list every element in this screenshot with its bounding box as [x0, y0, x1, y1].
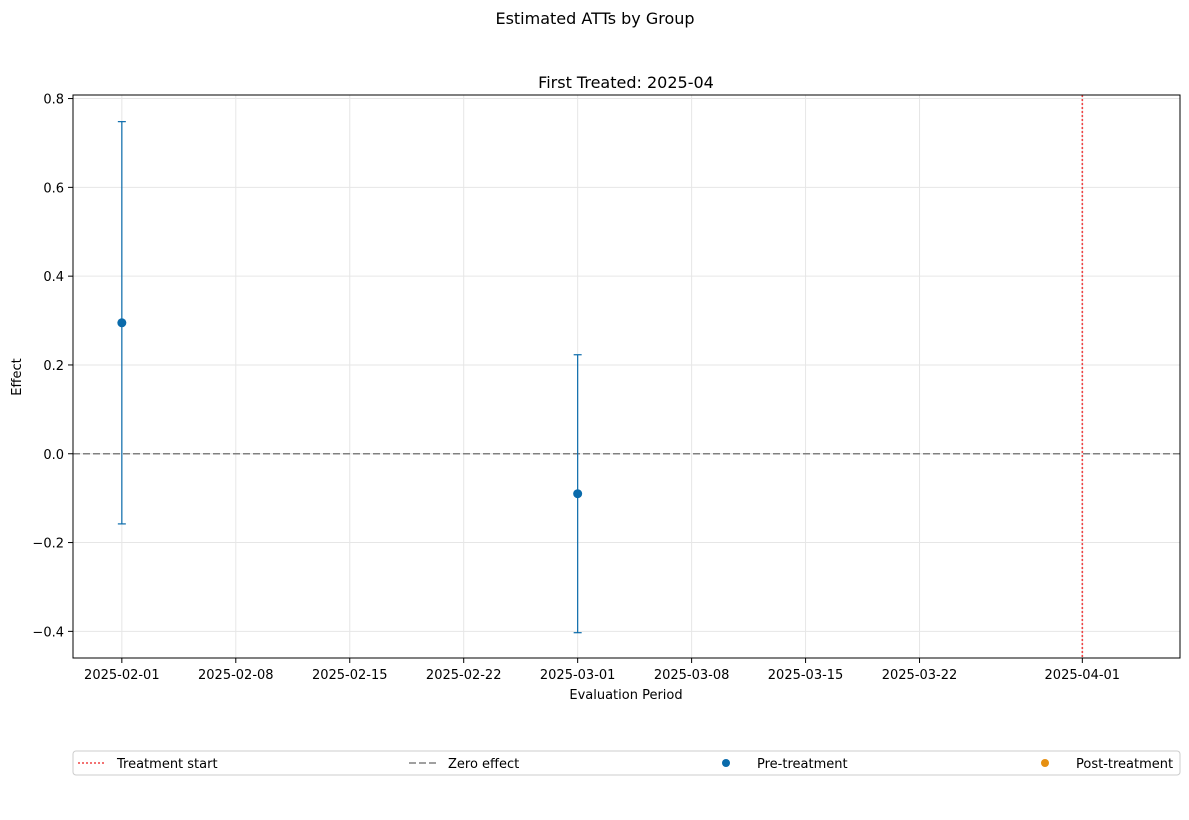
- chart-title: First Treated: 2025-04: [538, 73, 714, 92]
- y-tick-label: 0.2: [43, 359, 64, 374]
- reference-lines: [73, 95, 1180, 658]
- y-axis: −0.4 −0.2 0.0 0.2 0.4 0.6 0.8: [32, 93, 73, 640]
- y-tick-label: 0.4: [43, 270, 64, 285]
- legend-box: [72, 750, 1181, 776]
- y-tick-label: −0.2: [32, 537, 64, 552]
- x-tick-label: 2025-03-01: [540, 668, 616, 683]
- figure-title: Estimated ATTs by Group: [495, 9, 694, 28]
- y-axis-label: Effect: [10, 358, 25, 395]
- legend-handle-dot: [722, 759, 730, 767]
- x-axis-label: Evaluation Period: [569, 688, 682, 703]
- x-tick-label: 2025-03-08: [654, 668, 730, 683]
- y-tick-label: 0.0: [43, 448, 64, 463]
- data-point: [573, 489, 583, 499]
- legend-label: Treatment start: [116, 757, 218, 772]
- x-tick-label: 2025-03-15: [768, 668, 844, 683]
- data-marks: [117, 121, 583, 634]
- x-tick-label: 2025-04-01: [1045, 668, 1121, 683]
- y-tick-label: −0.4: [32, 625, 64, 640]
- legend-label: Zero effect: [448, 757, 519, 772]
- x-tick-label: 2025-03-22: [882, 668, 958, 683]
- y-tick-label: 0.8: [43, 93, 64, 108]
- legend-label: Pre-treatment: [757, 757, 848, 772]
- plot-frame: [72, 94, 1181, 659]
- x-tick-label: 2025-02-22: [426, 668, 502, 683]
- legend: Treatment start Zero effect Pre-treatment P…: [72, 750, 1181, 776]
- x-tick-label: 2025-02-01: [84, 668, 160, 683]
- legend-handle-dot: [1041, 759, 1049, 767]
- grid: [73, 95, 1180, 658]
- x-axis: 2025-02-01 2025-02-08 2025-02-15 2025-02-22…: [84, 658, 1120, 683]
- x-tick-label: 2025-02-08: [198, 668, 274, 683]
- legend-label: Post-treatment: [1076, 757, 1173, 772]
- y-tick-label: 0.6: [43, 181, 64, 196]
- x-tick-label: 2025-02-15: [312, 668, 388, 683]
- data-point: [117, 318, 127, 328]
